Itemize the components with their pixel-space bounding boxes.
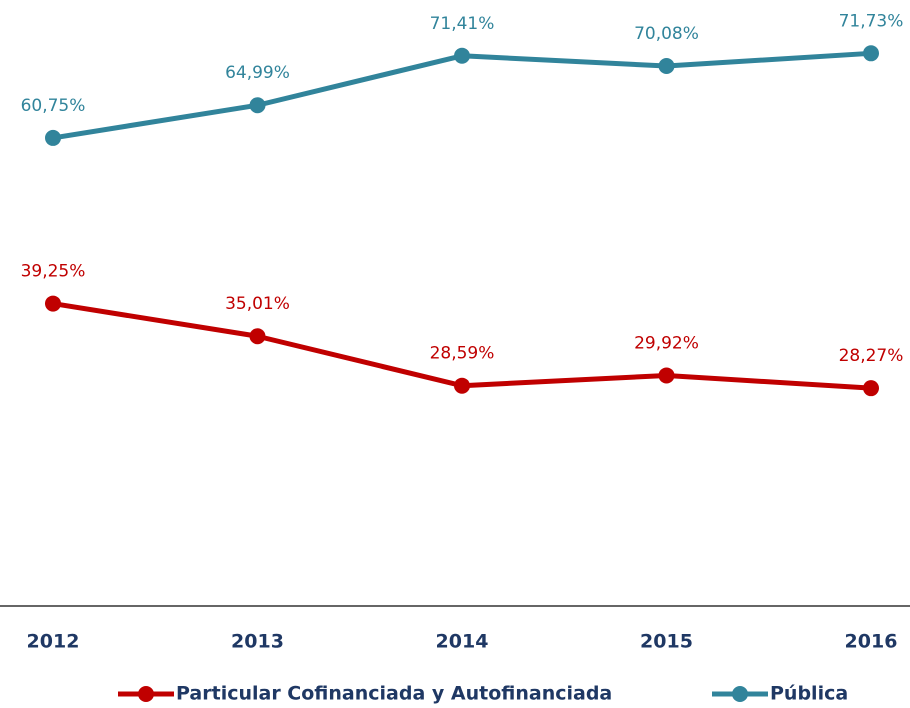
x-tick-label: 2016 — [845, 631, 898, 653]
point — [45, 129, 61, 146]
legend-marker — [732, 686, 748, 702]
data-label: 71,41% — [430, 14, 495, 34]
data-label: 60,75% — [21, 96, 86, 116]
point — [658, 367, 675, 384]
x-tick-label: 2015 — [640, 631, 693, 653]
data-label: 71,73% — [839, 11, 904, 31]
point — [658, 58, 675, 75]
data-label: 28,27% — [839, 346, 904, 366]
x-tick-label: 2014 — [436, 631, 489, 653]
point — [863, 45, 879, 62]
point — [863, 380, 879, 397]
data-label: 35,01% — [225, 294, 290, 314]
data-label: 64,99% — [225, 63, 290, 83]
data-label: 29,92% — [634, 333, 699, 353]
legend-label: Particular Cofinanciada y Autofinanciada — [176, 683, 612, 705]
x-tick-label: 2013 — [231, 631, 284, 653]
data-label: 39,25% — [21, 262, 86, 282]
data-label: 70,08% — [634, 24, 699, 44]
point — [454, 377, 470, 394]
point — [45, 295, 61, 312]
point — [249, 328, 266, 345]
data-label: 28,59% — [430, 344, 495, 364]
point — [454, 47, 470, 64]
x-tick-label: 2012 — [27, 631, 80, 653]
point — [249, 97, 266, 114]
legend-label: Pública — [770, 683, 848, 705]
series-line — [52, 50, 872, 141]
legend-marker — [138, 686, 154, 702]
